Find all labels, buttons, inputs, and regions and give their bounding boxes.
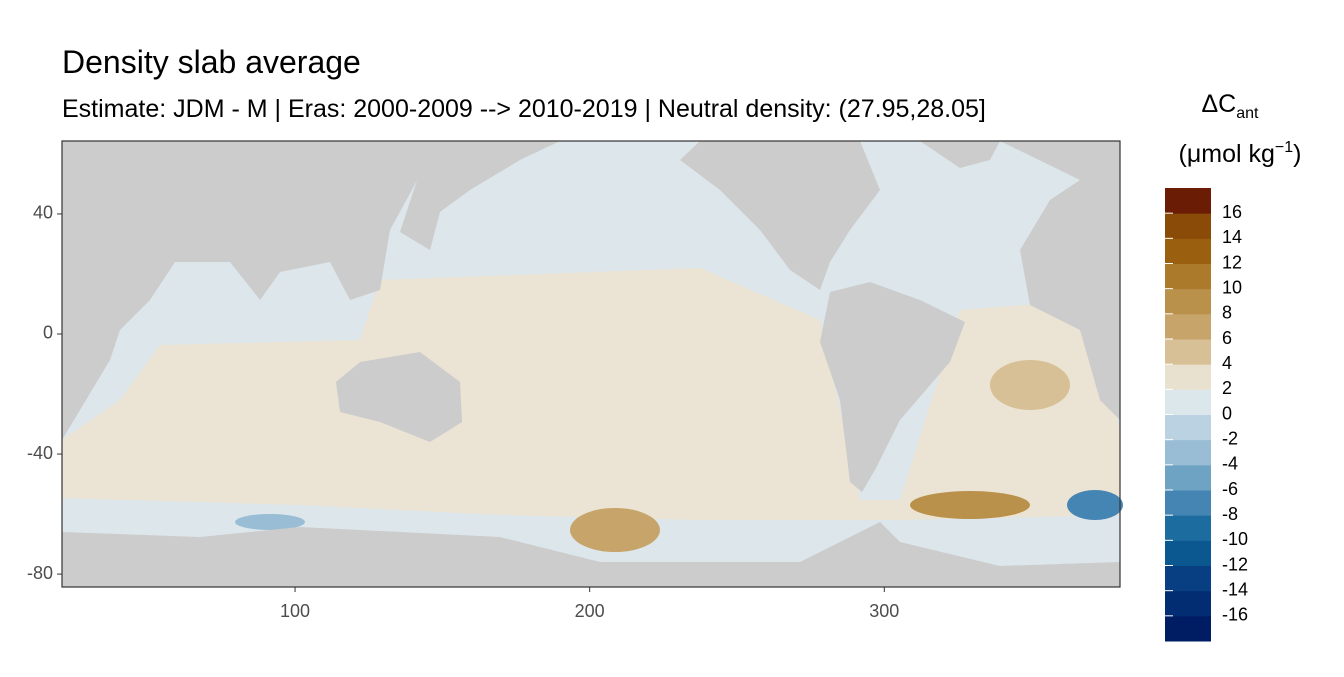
legend-label: 2	[1222, 378, 1232, 398]
legend-swatch	[1165, 464, 1211, 491]
land	[62, 141, 1120, 587]
legend-swatch	[1165, 213, 1211, 239]
legend-unit-close: )	[1293, 140, 1301, 168]
ocean-positive	[62, 268, 1120, 520]
legend-swatch	[1165, 339, 1211, 365]
legend-label: -8	[1222, 504, 1238, 524]
legend-label: -10	[1222, 529, 1248, 549]
legend-swatch	[1165, 515, 1211, 541]
anomaly	[990, 360, 1070, 410]
legend-label: 16	[1222, 202, 1242, 222]
anomaly	[1067, 490, 1123, 520]
y-tick-label: 40	[33, 203, 53, 223]
legend-swatch	[1165, 414, 1211, 441]
legend-label: -4	[1222, 454, 1238, 474]
legend-unit-superscript: −1	[1275, 139, 1293, 156]
legend-label: -6	[1222, 479, 1238, 499]
anomaly	[910, 491, 1030, 519]
x-tick-label: 100	[280, 601, 310, 621]
legend-swatch	[1165, 188, 1211, 214]
legend-swatch	[1165, 389, 1211, 415]
x-tick-label: 200	[575, 601, 605, 621]
anomaly	[235, 514, 305, 530]
legend-unit: (μmol kg−1)	[1179, 139, 1302, 168]
legend-label: 14	[1222, 227, 1242, 247]
legend-label: -14	[1222, 579, 1248, 599]
legend-swatch	[1165, 238, 1211, 264]
legend-label: 10	[1222, 277, 1242, 297]
legend-swatch	[1165, 364, 1211, 390]
legend-title-subscript: ant	[1236, 105, 1259, 122]
legend-label: 6	[1222, 328, 1232, 348]
legend-swatch	[1165, 313, 1211, 340]
legend-swatch	[1165, 540, 1211, 566]
legend-swatch	[1165, 615, 1211, 642]
legend-unit-main: (μmol kg	[1179, 140, 1275, 168]
legend-label: 8	[1222, 303, 1232, 323]
legend-title: ΔCant	[1201, 90, 1259, 122]
legend-swatch	[1165, 439, 1211, 466]
legend-swatch	[1165, 263, 1211, 290]
x-tick-label: 300	[869, 601, 899, 621]
legend-label: 4	[1222, 353, 1232, 373]
chart-title: Density slab average	[62, 44, 361, 80]
y-tick-label: -40	[27, 443, 53, 463]
legend-swatch	[1165, 288, 1211, 315]
y-tick-label: 0	[43, 323, 53, 343]
legend-label: -12	[1222, 554, 1248, 574]
legend-label: 0	[1222, 403, 1232, 423]
legend-swatch	[1165, 565, 1211, 592]
legend-label: 12	[1222, 252, 1242, 272]
legend-label: -16	[1222, 605, 1248, 625]
legend-label: -2	[1222, 428, 1238, 448]
legend-swatch	[1165, 490, 1211, 516]
y-tick-label: -80	[27, 563, 53, 583]
map	[61, 140, 1123, 588]
chart-subtitle: Estimate: JDM - M | Eras: 2000-2009 --> …	[62, 95, 986, 123]
legend-swatch	[1165, 590, 1211, 617]
plot-border	[61, 140, 1121, 588]
anomaly	[570, 508, 660, 552]
legend-title-main: ΔC	[1201, 90, 1236, 118]
